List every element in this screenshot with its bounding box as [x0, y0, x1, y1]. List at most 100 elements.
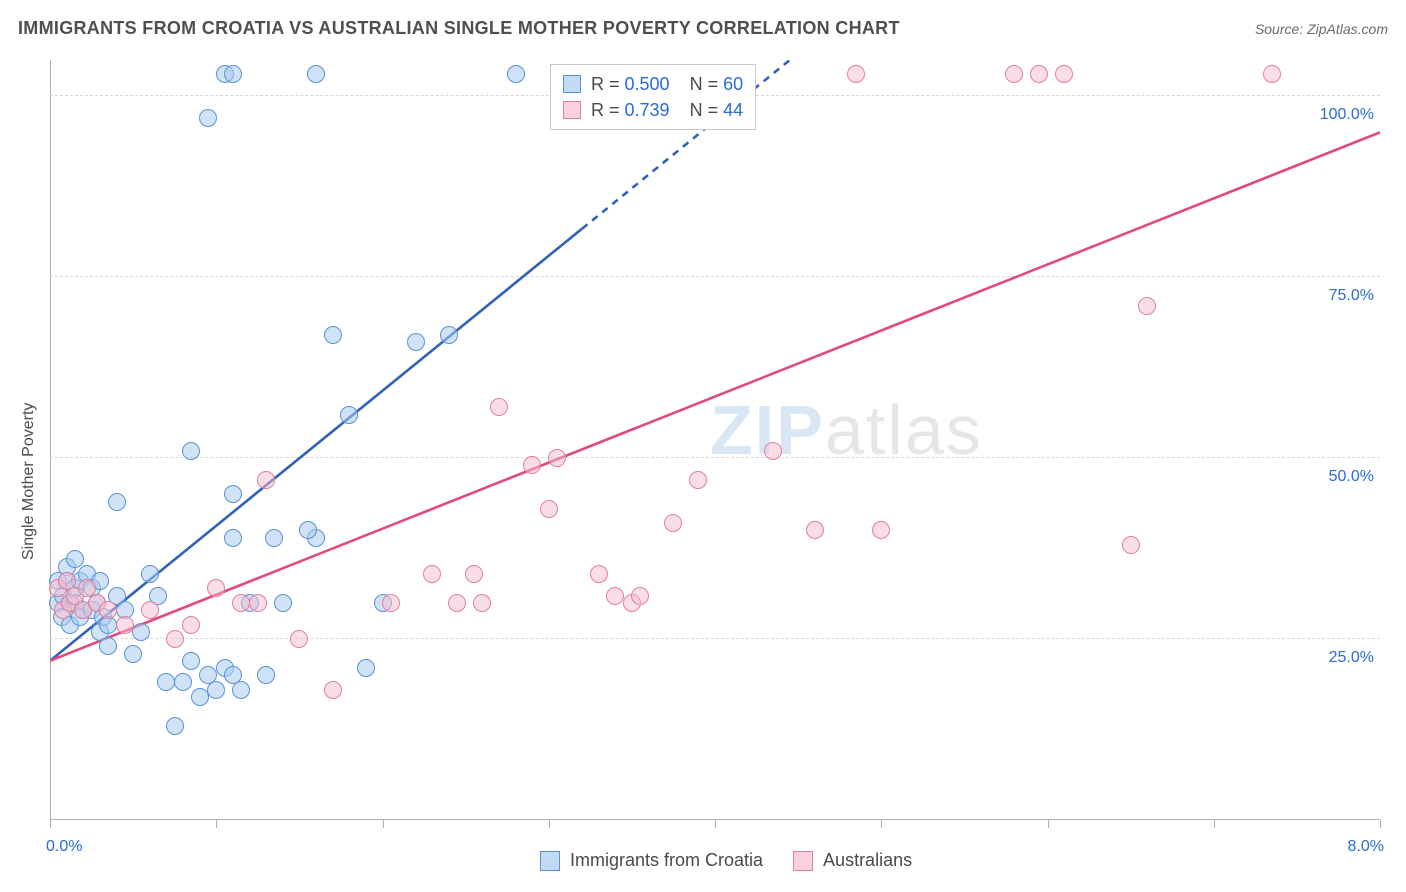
data-point: [116, 616, 134, 634]
data-point: [224, 65, 242, 83]
data-point: [440, 326, 458, 344]
data-point: [174, 673, 192, 691]
data-point: [141, 601, 159, 619]
data-point: [631, 587, 649, 605]
swatch-icon: [793, 851, 813, 871]
data-point: [224, 529, 242, 547]
data-point: [199, 109, 217, 127]
scatter-plot: 25.0%50.0%75.0%100.0%0.0%8.0%ZIPatlasR =…: [50, 60, 1380, 820]
data-point: [157, 673, 175, 691]
gridline-h: [50, 457, 1380, 458]
data-point: [324, 326, 342, 344]
data-point: [847, 65, 865, 83]
data-point: [507, 65, 525, 83]
stat-r: R = 0.500: [591, 74, 670, 95]
data-point: [1122, 536, 1140, 554]
data-point: [299, 521, 317, 539]
stat-r: R = 0.739: [591, 100, 670, 121]
data-point: [166, 717, 184, 735]
data-point: [1005, 65, 1023, 83]
data-point: [423, 565, 441, 583]
data-point: [182, 652, 200, 670]
stat-n: N = 60: [680, 74, 744, 95]
stats-row: R = 0.500 N = 60: [563, 71, 743, 97]
data-point: [307, 65, 325, 83]
data-point: [465, 565, 483, 583]
x-tick: [50, 820, 51, 828]
plot-frame: [50, 60, 1380, 820]
data-point: [606, 587, 624, 605]
data-point: [1263, 65, 1281, 83]
x-tick: [1214, 820, 1215, 828]
data-point: [166, 630, 184, 648]
stats-legend: R = 0.500 N = 60R = 0.739 N = 44: [550, 64, 756, 130]
chart-title: IMMIGRANTS FROM CROATIA VS AUSTRALIAN SI…: [18, 18, 900, 39]
gridline-h: [50, 638, 1380, 639]
data-point: [664, 514, 682, 532]
data-point: [357, 659, 375, 677]
data-point: [448, 594, 466, 612]
data-point: [141, 565, 159, 583]
data-point: [182, 616, 200, 634]
y-axis-title: Single Mother Poverty: [20, 403, 38, 560]
data-point: [290, 630, 308, 648]
data-point: [108, 493, 126, 511]
legend-item: Australians: [793, 850, 912, 871]
legend-label: Australians: [823, 850, 912, 871]
data-point: [257, 471, 275, 489]
data-point: [548, 449, 566, 467]
data-point: [324, 681, 342, 699]
x-tick: [1380, 820, 1381, 828]
data-point: [490, 398, 508, 416]
data-point: [132, 623, 150, 641]
x-tick: [715, 820, 716, 828]
legend-item: Immigrants from Croatia: [540, 850, 763, 871]
y-tick-label: 75.0%: [1329, 287, 1374, 305]
data-point: [265, 529, 283, 547]
data-point: [182, 442, 200, 460]
data-point: [249, 594, 267, 612]
data-point: [806, 521, 824, 539]
data-point: [124, 645, 142, 663]
x-tick: [1048, 820, 1049, 828]
x-tick: [383, 820, 384, 828]
y-tick-label: 50.0%: [1329, 468, 1374, 486]
swatch-icon: [563, 75, 581, 93]
data-point: [407, 333, 425, 351]
x-tick: [549, 820, 550, 828]
x-min-label: 0.0%: [46, 838, 82, 856]
data-point: [689, 471, 707, 489]
data-point: [232, 594, 250, 612]
legend-label: Immigrants from Croatia: [570, 850, 763, 871]
data-point: [473, 594, 491, 612]
x-tick: [216, 820, 217, 828]
data-point: [1138, 297, 1156, 315]
y-tick-label: 25.0%: [1329, 649, 1374, 667]
data-point: [1055, 65, 1073, 83]
data-point: [207, 579, 225, 597]
data-point: [872, 521, 890, 539]
data-point: [99, 637, 117, 655]
gridline-h: [50, 276, 1380, 277]
stats-row: R = 0.739 N = 44: [563, 97, 743, 123]
data-point: [207, 681, 225, 699]
data-point: [191, 688, 209, 706]
chart-source: Source: ZipAtlas.com: [1255, 21, 1388, 37]
chart-header: IMMIGRANTS FROM CROATIA VS AUSTRALIAN SI…: [18, 18, 1388, 39]
series-legend: Immigrants from Croatia Australians: [540, 850, 912, 871]
x-tick: [881, 820, 882, 828]
data-point: [340, 406, 358, 424]
data-point: [257, 666, 275, 684]
data-point: [590, 565, 608, 583]
data-point: [382, 594, 400, 612]
data-point: [523, 456, 541, 474]
y-tick-label: 100.0%: [1320, 106, 1374, 124]
data-point: [232, 681, 250, 699]
data-point: [540, 500, 558, 518]
data-point: [99, 601, 117, 619]
data-point: [274, 594, 292, 612]
data-point: [224, 485, 242, 503]
stat-n: N = 44: [680, 100, 744, 121]
data-point: [764, 442, 782, 460]
data-point: [66, 550, 84, 568]
